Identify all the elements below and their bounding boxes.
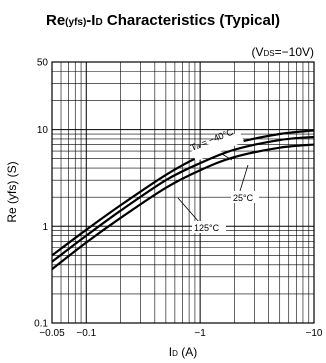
annotation-125: 125°C — [177, 197, 226, 233]
x-axis-label-rest: (A) — [178, 345, 197, 359]
grid — [52, 62, 314, 323]
annotation-ta-leader — [221, 153, 233, 161]
x-tick-label: −1 — [194, 328, 206, 339]
annotation-ta-sub: a — [195, 143, 201, 151]
x-axis-label-sub: D — [172, 349, 178, 358]
title-rest: Characteristics (Typical) — [103, 12, 280, 29]
chart-title: Re(yfs)-ID Characteristics (Typical) — [46, 12, 280, 29]
condition-label: (VDS=−10V) — [252, 45, 315, 59]
x-tick-label: −0.05 — [39, 328, 65, 339]
series-line-0 — [51, 129, 315, 257]
annotation-25-label: 25°C — [233, 193, 254, 203]
title-sep-sub: D — [95, 17, 102, 28]
plot-frame — [51, 61, 315, 324]
tick-labels: −0.05 −0.1 −1 −10 0.1 1 10 50 — [34, 58, 323, 340]
series-line-1 — [51, 135, 315, 263]
y-tick-label: 1 — [42, 222, 48, 233]
annotation-25-leader — [239, 164, 249, 192]
series — [51, 129, 315, 271]
annotation-25-bg — [231, 191, 259, 203]
title-main-sub: (yfs) — [65, 17, 86, 28]
condition-open: (V — [252, 45, 264, 59]
condition-sub: DS — [264, 49, 275, 58]
x-axis-label: ID (A) — [169, 345, 197, 359]
annotation-ta-prefix: T — [189, 141, 198, 153]
annotation-25: 25°C — [231, 164, 259, 203]
condition-rest: =−10V) — [275, 45, 314, 59]
y-axis-label: Re (yfs) (S) — [5, 161, 19, 222]
annotation-125-leader — [177, 197, 200, 223]
x-axis-label-main: I — [169, 345, 172, 359]
annotation-125-label: 125°C — [194, 223, 220, 233]
y-tick-label: 50 — [37, 58, 49, 69]
x-tick-label: −0.1 — [76, 328, 96, 339]
x-tick-label: −10 — [306, 328, 323, 339]
series-line-2 — [51, 143, 315, 271]
title-sep: -I — [86, 12, 95, 29]
title-main: Re — [46, 12, 65, 29]
annotation-125-bg — [192, 221, 226, 233]
y-tick-label: 10 — [37, 125, 49, 136]
y-tick-label: 0.1 — [34, 319, 48, 330]
annotation-ta-bg — [191, 131, 244, 162]
